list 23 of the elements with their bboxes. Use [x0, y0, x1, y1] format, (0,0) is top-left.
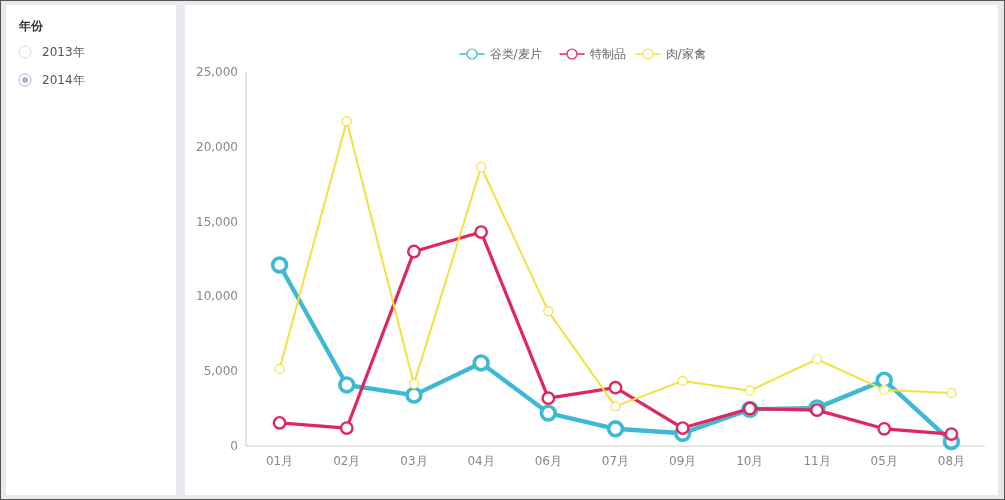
x-tick-label: 04月: [467, 454, 495, 468]
text: 年份: [18, 19, 44, 33]
y-tick-label: 5,000: [203, 364, 238, 379]
x-tick-label: 08月: [937, 454, 966, 468]
legend-label: 特制品: [589, 47, 626, 61]
text: 2014年: [42, 73, 85, 87]
y-tick-label: 10,000: [196, 289, 238, 304]
legend-label: 谷类/麦片: [489, 47, 542, 61]
x-tick-label: 06月: [534, 454, 562, 468]
x-tick-label: 02月: [333, 454, 361, 468]
y-tick-label: 25,000: [196, 65, 238, 79]
x-tick-label: 10月: [736, 454, 764, 468]
x-tick-label: 07月: [601, 454, 630, 468]
y-tick-label: 0: [230, 439, 238, 453]
x-tick-label: 11月: [803, 454, 831, 468]
x-tick-label: 09月: [669, 454, 697, 468]
x-tick-label: 05月: [870, 454, 898, 468]
text: 2013年: [42, 45, 85, 59]
y-tick-label: 15,000: [196, 214, 238, 229]
x-tick-label: 01月: [265, 454, 294, 468]
y-tick-label: 20,000: [196, 139, 238, 154]
legend-label: 肉/家禽: [665, 47, 706, 61]
x-tick-label: 03月: [400, 454, 428, 468]
